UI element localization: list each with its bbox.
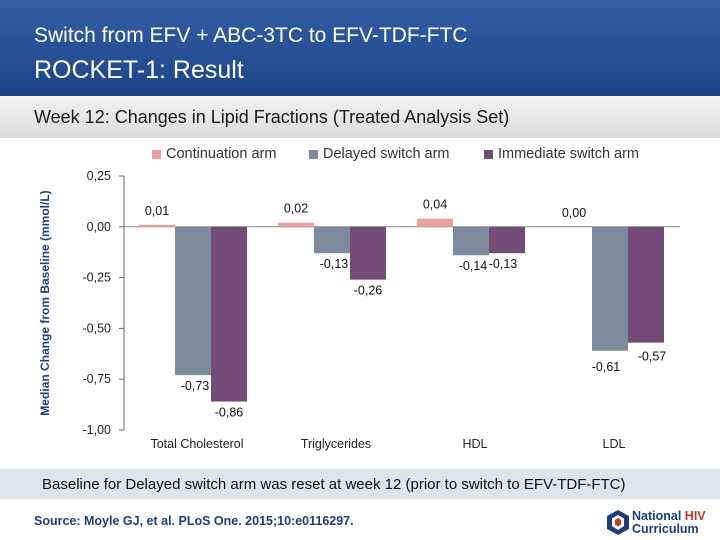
x-tick-label: HDL — [462, 437, 487, 451]
bar-2-2 — [314, 226, 350, 254]
y-tick-label: -0,25 — [83, 271, 112, 285]
data-label-3-3: -0,13 — [489, 257, 518, 271]
chart-subtitle: Week 12: Changes in Lipid Fractions (Tre… — [34, 107, 510, 127]
bar-chart: Median Change from Baseline (mmol/L) 0,25… — [38, 169, 680, 451]
y-axis-label: Median Change from Baseline (mmol/L) — [38, 190, 52, 415]
title-banner — [0, 0, 720, 96]
bar-2-3 — [453, 226, 489, 256]
logo: National HIV Curriculum — [606, 508, 716, 538]
slide-supertitle: Switch from EFV + ABC-3TC to EFV-TDF-FTC — [34, 24, 468, 47]
y-tick-label: -0,75 — [83, 372, 112, 386]
bar-3-1 — [211, 226, 247, 402]
data-label-1-4: 0,00 — [562, 206, 586, 220]
data-label-3-4: -0,57 — [638, 350, 667, 364]
bar-3-3 — [489, 226, 525, 254]
logo-text-line1: National HIV — [632, 509, 706, 523]
x-tick-label: LDL — [603, 437, 626, 451]
legend-swatch-continuation — [152, 149, 161, 159]
data-label-2-4: -0,61 — [592, 360, 621, 374]
data-label-2-3: -0,14 — [459, 259, 488, 273]
subtitle-bar — [0, 96, 720, 138]
legend-label-continuation: Continuation arm — [166, 146, 277, 162]
bar-3-2 — [350, 226, 386, 280]
source-citation: Source: Moyle GJ, et al. PLoS One. 2015;… — [34, 514, 354, 528]
y-tick-label: -1,00 — [83, 423, 112, 437]
data-label-1-1: 0,01 — [145, 204, 169, 218]
data-label-3-2: -0,26 — [354, 284, 383, 298]
logo-text-national: National — [632, 509, 682, 523]
bar-1-3 — [417, 218, 453, 227]
footnote-bar — [0, 469, 720, 499]
legend-item-delayed: Delayed switch arm — [309, 146, 450, 162]
logo-text-hiv: HIV — [684, 509, 706, 523]
y-tick-label: 0,25 — [87, 169, 111, 183]
logo-text-line2: Curriculum — [632, 522, 699, 536]
data-label-1-2: 0,02 — [284, 202, 308, 216]
data-label-2-2: -0,13 — [320, 257, 349, 271]
footnote-text: Baseline for Delayed switch arm was rese… — [42, 476, 626, 493]
legend-item-continuation: Continuation arm — [152, 146, 276, 162]
x-tick-label: Triglycerides — [301, 437, 371, 451]
legend-swatch-immediate — [484, 149, 493, 159]
legend-label-delayed: Delayed switch arm — [323, 146, 450, 162]
y-tick-label: -0,50 — [83, 321, 112, 335]
logo-mark-icon — [607, 510, 629, 535]
legend-label-immediate: Immediate switch arm — [498, 146, 640, 162]
y-tick-label: 0,00 — [87, 220, 111, 234]
bar-1-2 — [278, 222, 314, 227]
bar-2-4 — [592, 226, 628, 351]
bar-2-1 — [175, 226, 211, 376]
bar-1-1 — [139, 224, 175, 227]
legend-item-immediate: Immediate switch arm — [484, 146, 639, 162]
bar-3-4 — [628, 226, 664, 343]
legend-swatch-delayed — [309, 149, 318, 159]
x-tick-label: Total Cholesterol — [150, 437, 243, 451]
data-label-2-1: -0,73 — [181, 379, 210, 393]
slide-title: ROCKET-1: Result — [34, 56, 244, 84]
data-label-1-3: 0,04 — [423, 198, 447, 212]
data-label-3-1: -0,86 — [215, 406, 244, 420]
